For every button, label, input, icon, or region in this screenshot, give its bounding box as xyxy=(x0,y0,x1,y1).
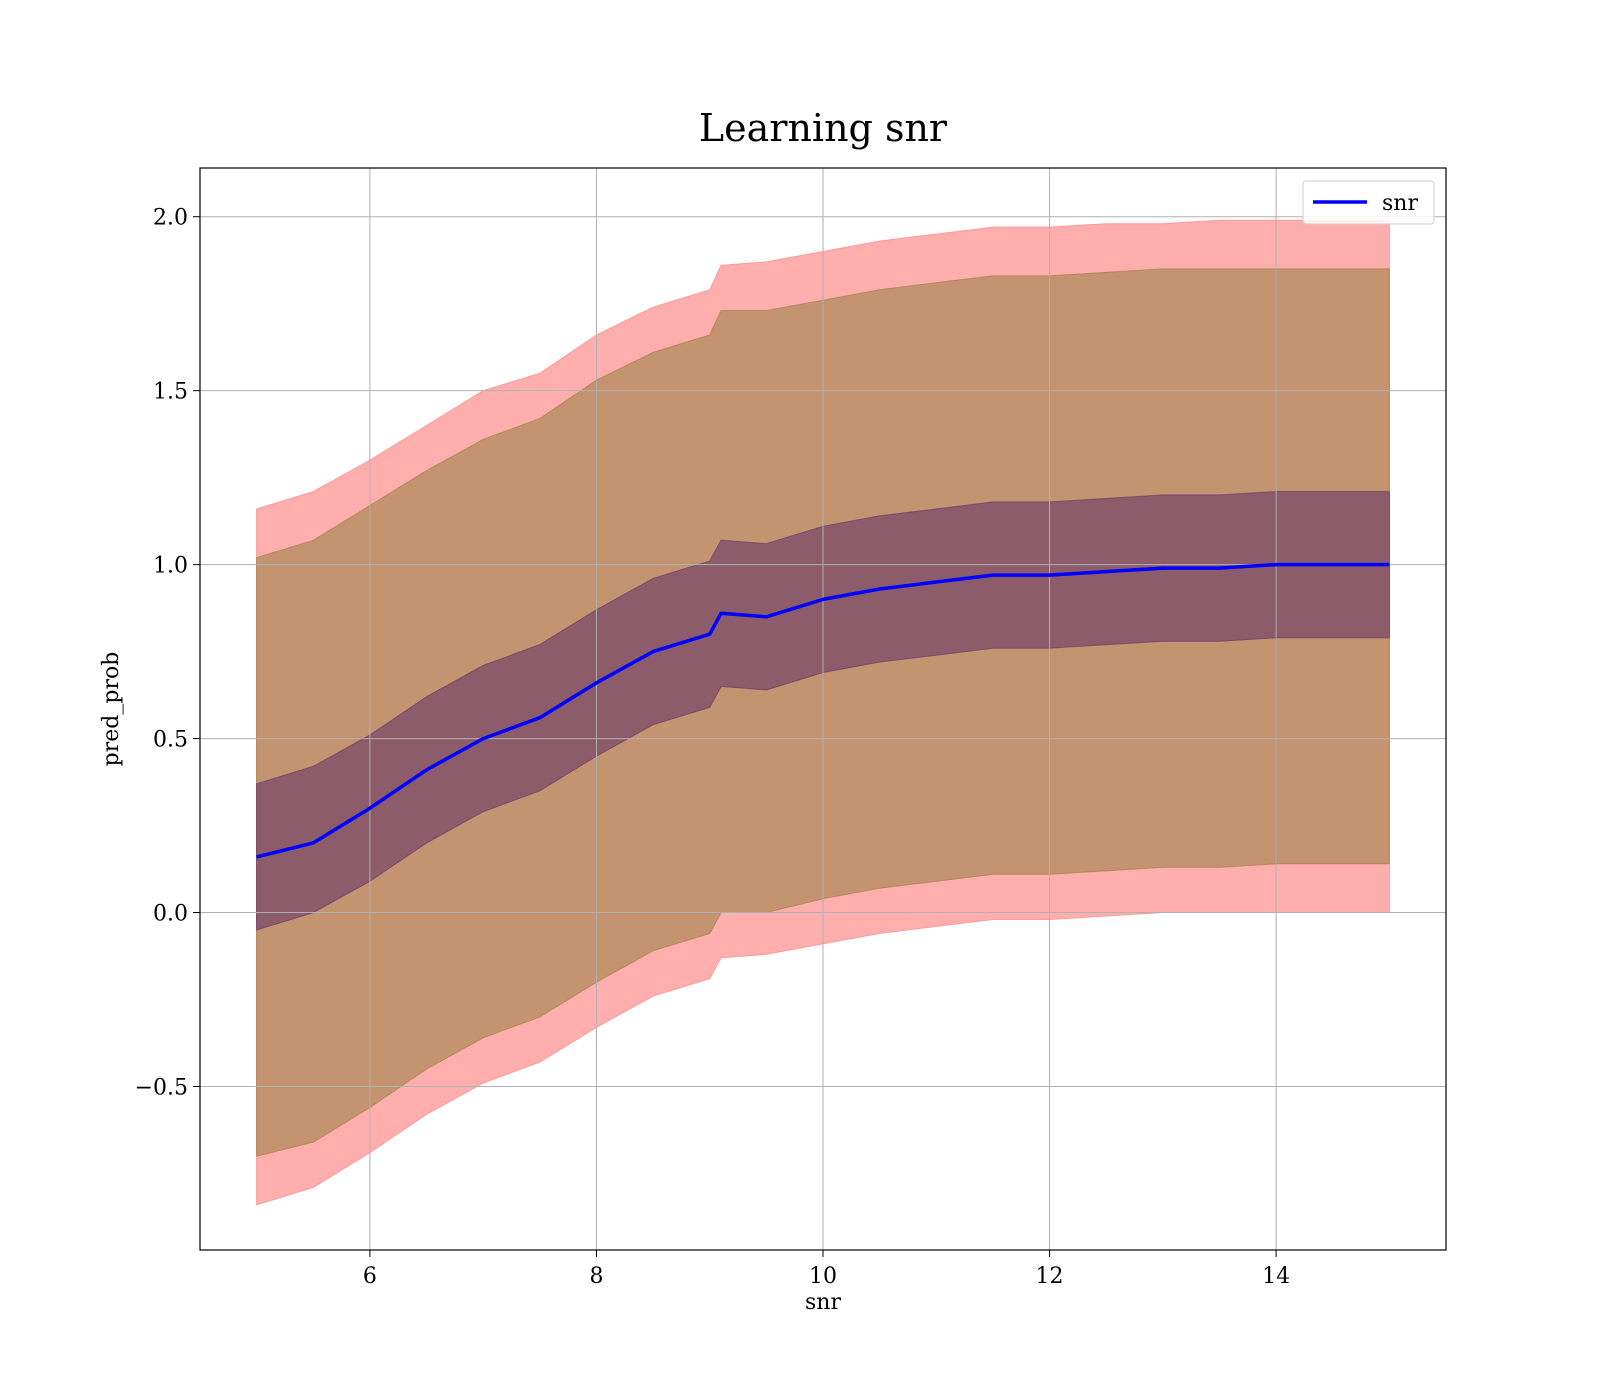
y-tick-label: 0.5 xyxy=(153,728,188,753)
y-tick-label: 0.0 xyxy=(153,902,188,927)
series-line-snr xyxy=(256,562,1390,859)
y-axis-title: pred_prob xyxy=(99,652,124,767)
chart-title: Learning snr xyxy=(699,106,948,150)
y-tick-label: 1.0 xyxy=(153,554,188,579)
x-tick-label: 8 xyxy=(589,1264,603,1289)
x-axis-title: snr xyxy=(805,1290,841,1315)
legend: snr xyxy=(1302,180,1435,225)
x-tick-label: 14 xyxy=(1262,1264,1290,1289)
series-lines xyxy=(256,562,1390,859)
axis-ticks: 6 8 10 12 14 −0.5 0.0 0.5 1.0 1.5 2.0 xyxy=(135,206,1291,1289)
x-tick-label: 12 xyxy=(1036,1264,1064,1289)
y-tick-label: −0.5 xyxy=(135,1075,188,1100)
legend-label-snr: snr xyxy=(1382,191,1418,216)
band-inner xyxy=(256,491,1390,931)
x-tick-label: 6 xyxy=(363,1264,377,1289)
grid-lines xyxy=(200,168,1446,1250)
y-tick-label: 1.5 xyxy=(153,380,188,405)
x-tick-label: 10 xyxy=(809,1264,837,1289)
legend-box xyxy=(1302,180,1435,225)
y-tick-label: 2.0 xyxy=(153,206,188,231)
